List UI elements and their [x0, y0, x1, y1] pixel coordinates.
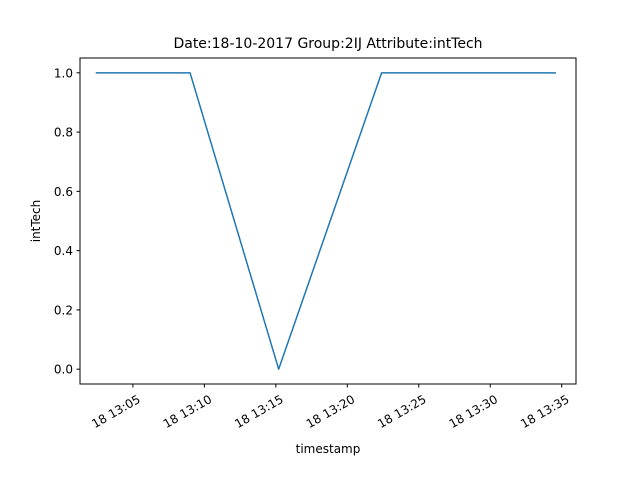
y-axis-label: intTech [29, 200, 43, 243]
plot-frame [79, 57, 577, 385]
y-tick-label: 0.6 [54, 185, 73, 199]
y-tick-label: 1.0 [54, 66, 73, 80]
y-tick-label: 0.0 [54, 363, 73, 377]
plot-area [95, 72, 556, 370]
y-axis: 0.0 0.2 0.4 0.6 0.8 1.0 [54, 66, 80, 377]
x-axis-label: timestamp [296, 442, 361, 456]
y-tick-label: 0.4 [54, 244, 73, 258]
series-line-0 [95, 72, 556, 370]
y-tick-label: 0.8 [54, 126, 73, 140]
chart-title: Date:18-10-2017 Group:2IJ Attribute:intT… [173, 36, 482, 52]
y-tick-label: 0.2 [54, 303, 73, 317]
